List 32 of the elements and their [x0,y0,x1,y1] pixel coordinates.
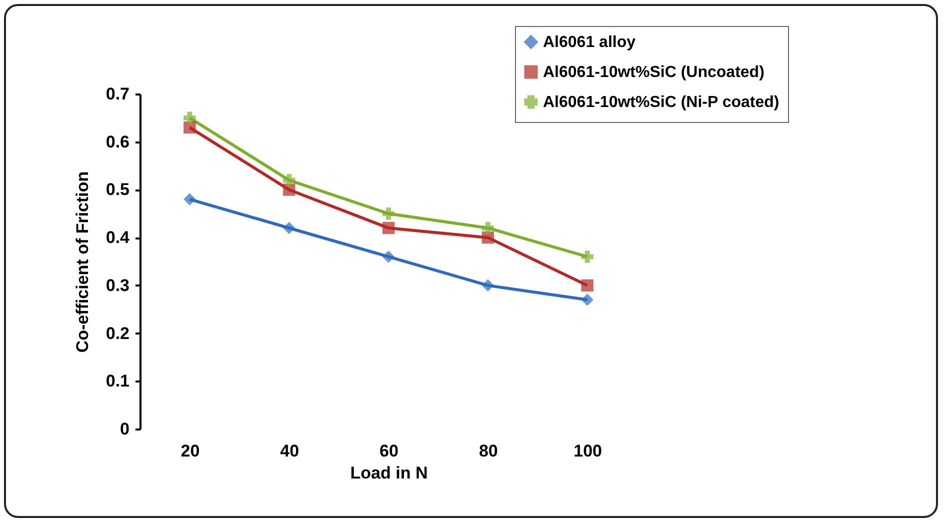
x-tick-label: 40 [280,442,300,460]
legend-label: Al6061-10wt%SiC (Uncoated) [543,64,764,81]
y-tick-label: 0.3 [106,276,130,295]
point [282,184,296,196]
x-axis-title: Load in N [350,464,428,482]
point [482,279,494,292]
y-tick-label: 0.2 [106,324,130,343]
point [382,222,395,234]
point [282,222,296,234]
point [482,222,494,234]
point [184,112,196,124]
y-tick-label: 0 [120,420,130,438]
point [581,279,594,292]
point [581,294,594,306]
point [581,250,594,263]
x-tick-label: 60 [380,442,398,460]
legend-label: Al6061-10wt%SiC (Ni-P coated) [543,94,780,111]
y-tick-label: 0.1 [106,372,130,391]
x-tick-label: 20 [180,442,200,460]
y-tick-label: 0.4 [106,228,130,248]
y-tick-label: 0.5 [106,180,130,200]
y-axis-title: Co-efficient of Friction [72,171,92,353]
y-tick-label: 0.6 [106,132,130,152]
point [282,174,296,186]
point [184,121,196,134]
x-tick-label: 100 [574,442,602,460]
point [382,250,395,263]
y-tick-label: 0.7 [106,84,130,104]
point [184,193,196,206]
x-tick-label: 80 [478,442,498,460]
point [382,208,395,220]
legend-label: Al6061 alloy [543,34,636,51]
